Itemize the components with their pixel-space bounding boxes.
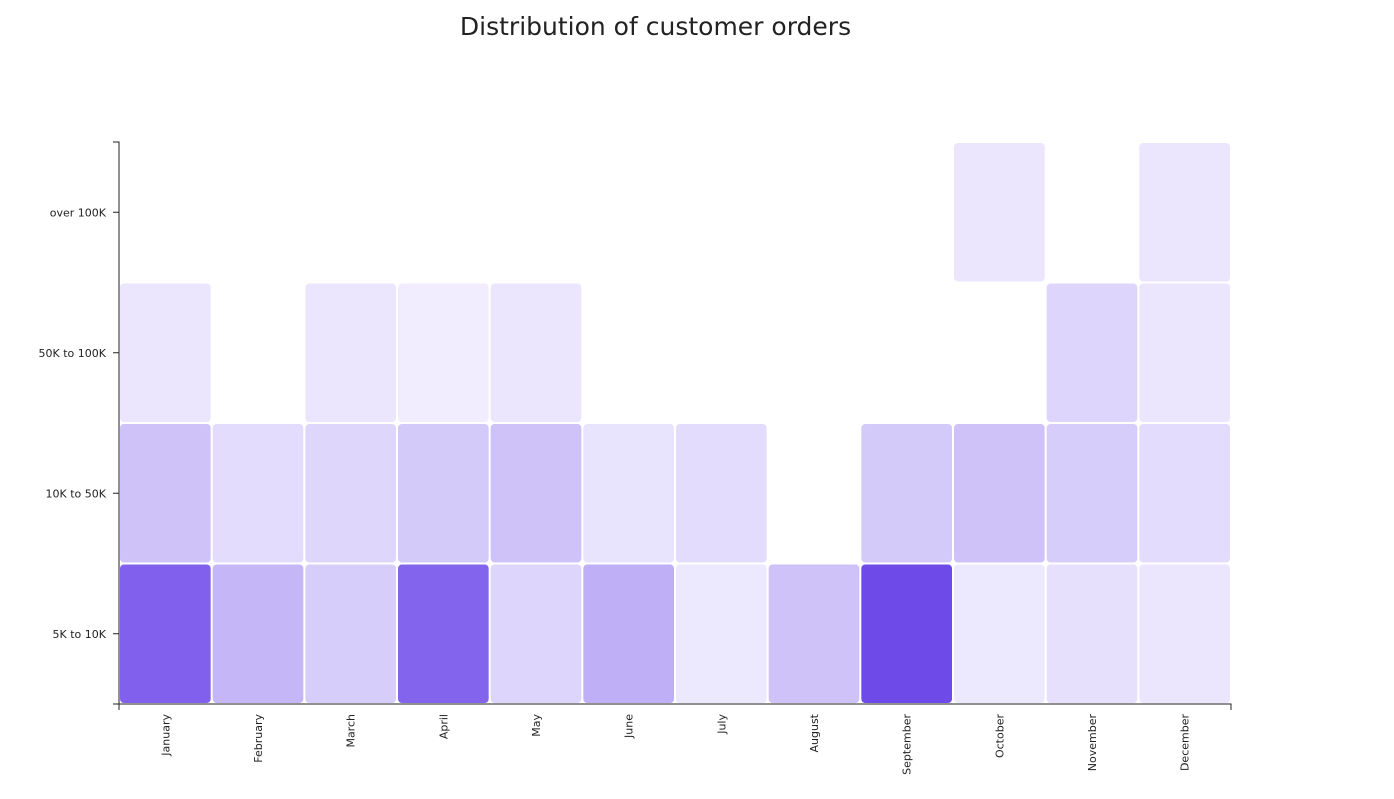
- x-tick-label-april: April: [437, 714, 450, 739]
- y-axis: 5K to 10K 10K to 50K 50K to 100K over 100K: [39, 141, 120, 705]
- heatmap-cell-february-0: [212, 564, 304, 703]
- heatmap-cell-august-0: [768, 564, 860, 703]
- heatmap-cell-may-1: [490, 424, 582, 563]
- x-axis: January February March April May June July Augu…: [118, 703, 1232, 775]
- heatmap-cell-october-1: [954, 424, 1045, 563]
- x-tick-label-august: August: [808, 713, 821, 752]
- x-axis-line: [118, 703, 1232, 710]
- heatmap-cell-october-0: [954, 564, 1045, 703]
- heatmap-cell-september-1: [861, 424, 952, 563]
- heatmap-cell-may-2: [490, 283, 582, 422]
- chart-title: Distribution of customer orders: [459, 12, 852, 41]
- x-tick-label-july: July: [715, 714, 728, 735]
- y-tick-label: 5K to 10K: [53, 628, 107, 641]
- heatmap-cell-march-0: [305, 564, 396, 703]
- heatmap-cell-april-1: [398, 424, 489, 563]
- x-tick-label-february: February: [252, 714, 265, 763]
- y-axis-line: [113, 141, 120, 705]
- x-tick-label-may: May: [530, 714, 543, 737]
- heatmap-cell-november-0: [1046, 564, 1138, 703]
- y-tick-label: over 100K: [50, 206, 107, 219]
- heatmap-cell-april-2: [398, 283, 489, 422]
- x-tick-label-november: November: [1086, 714, 1099, 772]
- heatmap-cell-november-2: [1046, 283, 1138, 422]
- heatmap-cell-january-1: [120, 424, 211, 563]
- heatmap-cell-january-2: [120, 283, 211, 422]
- x-tick-label-march: March: [345, 714, 358, 748]
- y-tick-label: 10K to 50K: [46, 487, 107, 500]
- heatmap-cell-january-0: [120, 564, 211, 703]
- x-tick-label-january: January: [159, 714, 172, 757]
- heatmap-cell-february-1: [212, 424, 304, 563]
- heatmap-cell-april-0: [398, 564, 489, 703]
- x-tick-label-june: June: [623, 714, 636, 739]
- heatmap-cell-march-1: [305, 424, 396, 563]
- heatmap-cell-march-2: [305, 283, 396, 422]
- y-tick-label: 50K to 100K: [39, 347, 107, 360]
- heatmap-cells: [120, 143, 1230, 703]
- heatmap-cell-december-0: [1139, 564, 1230, 703]
- heatmap-cell-july-0: [676, 564, 767, 703]
- heatmap-cell-may-0: [490, 564, 582, 703]
- heatmap-cell-july-1: [676, 424, 767, 563]
- heatmap-cell-october-3: [954, 143, 1045, 282]
- x-tick-label-september: September: [901, 714, 914, 775]
- heatmap-cell-june-1: [583, 424, 674, 563]
- x-tick-label-december: December: [1179, 714, 1192, 772]
- heatmap-cell-december-1: [1139, 424, 1230, 563]
- heatmap-cell-june-0: [583, 564, 674, 703]
- heatmap-cell-november-1: [1046, 424, 1138, 563]
- heatmap-cell-september-0: [861, 564, 952, 703]
- heatmap-cell-december-3: [1139, 143, 1230, 282]
- x-tick-label-october: October: [993, 714, 1006, 758]
- heatmap-cell-december-2: [1139, 283, 1230, 422]
